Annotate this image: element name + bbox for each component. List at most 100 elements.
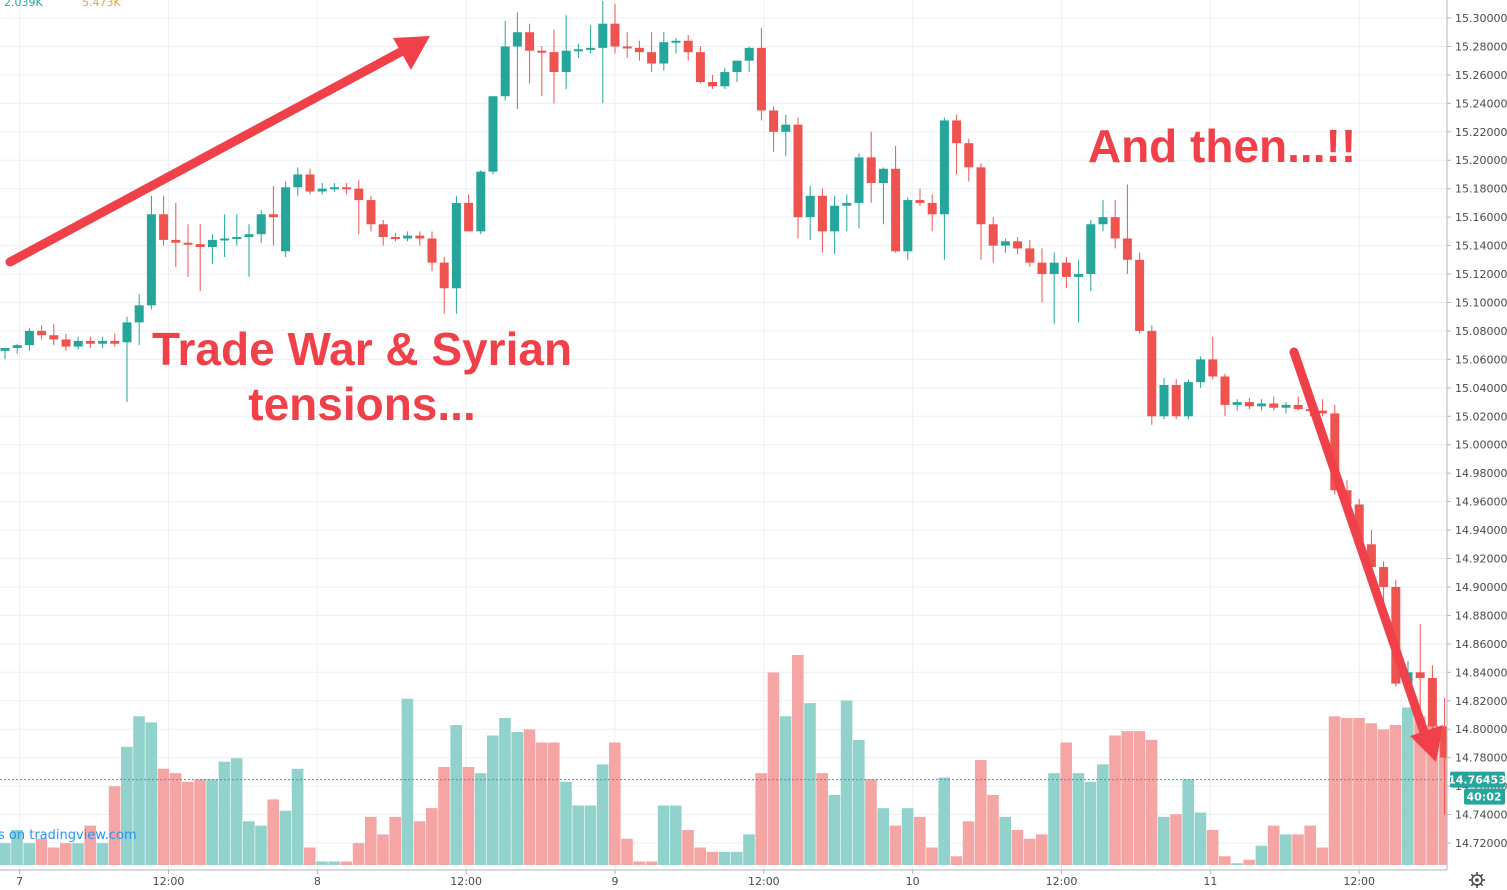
candle-body [1122, 238, 1132, 260]
time-tick-label: 10 [906, 875, 920, 888]
volume-bar [779, 716, 792, 865]
volume-bar [706, 851, 719, 865]
volume-bar [621, 838, 633, 865]
price-tick-label: 15.22000 [1455, 126, 1507, 139]
candle-body [1440, 726, 1450, 758]
volume-bar [596, 764, 609, 865]
price-tick-label: 15.18000 [1455, 183, 1507, 196]
volume-bar [365, 816, 377, 865]
volume-bar [243, 821, 255, 865]
volume-bar [1219, 856, 1231, 865]
candle-body [1379, 567, 1389, 587]
header-volume-up: 2.039K [4, 0, 43, 9]
candle-body [232, 237, 242, 240]
volume-bar [133, 716, 145, 865]
volume-bar [1316, 847, 1329, 865]
volume-bar [1109, 735, 1121, 865]
candle-body [1025, 248, 1035, 263]
time-tick-label: 12:00 [1343, 875, 1375, 888]
volume-bar [1365, 723, 1377, 865]
candle-body [427, 238, 437, 263]
candle-body [1147, 330, 1157, 417]
volume-bar [865, 779, 877, 865]
volume-bar [328, 861, 340, 865]
candle-body [1183, 382, 1193, 417]
gear-icon[interactable] [1469, 872, 1485, 888]
candle-body [1354, 504, 1364, 545]
price-tick-label: 15.30000 [1455, 12, 1507, 25]
volume-bar [169, 773, 182, 865]
countdown-badge: 40:02 [1464, 788, 1505, 805]
candle-body [500, 46, 510, 97]
price-tick-label: 15.24000 [1455, 97, 1507, 110]
candle-body [1037, 262, 1047, 275]
candle-body [110, 340, 120, 344]
volume-bar [999, 816, 1011, 865]
volume-bar [1023, 838, 1036, 865]
candle-body [1196, 359, 1206, 383]
tradingview-credit[interactable]: s on tradingview.com [0, 828, 137, 843]
volume-bar [401, 698, 414, 865]
volume-bar [60, 843, 72, 865]
volume-bar [304, 847, 316, 865]
volume-bar [206, 779, 218, 865]
volume-bar [1231, 863, 1243, 865]
volume-bar [0, 843, 11, 865]
price-tick-label: 14.78000 [1455, 752, 1507, 765]
volume-bar [291, 768, 304, 865]
volume-bar [1011, 830, 1024, 865]
candle-body [915, 200, 925, 203]
price-scale[interactable]: 15.30000 15.28000 15.26000 15.24000 15.22000… [1447, 12, 1507, 850]
candle-body [549, 52, 559, 73]
time-tick-label: 11 [1203, 875, 1217, 888]
candle-body [451, 202, 461, 289]
candle-body [281, 187, 291, 252]
volume-bar [413, 821, 426, 865]
volume-bar [584, 805, 597, 865]
candle-body [37, 330, 47, 336]
volume-bar [743, 834, 755, 865]
candle-body [671, 40, 681, 43]
candle-body [329, 187, 339, 190]
candle-body [244, 234, 254, 238]
candle-body [1135, 259, 1145, 331]
volume-bars [0, 655, 1487, 865]
candle-body [24, 330, 34, 346]
price-tick-label: 14.98000 [1455, 467, 1507, 480]
price-tick-label: 15.16000 [1455, 211, 1507, 224]
volume-bar [377, 834, 389, 865]
candle-body [73, 340, 83, 347]
candle-body [952, 120, 962, 144]
candle-body [134, 305, 144, 323]
candle-body [305, 174, 315, 192]
volume-bar [182, 781, 194, 865]
volume-bar [352, 843, 365, 865]
volume-bar [340, 861, 353, 865]
candle-body [891, 168, 901, 252]
candle-body [988, 224, 998, 246]
candle-body [525, 32, 535, 51]
volume-bar [901, 808, 914, 865]
volume-bar [230, 758, 243, 865]
candle-body [708, 82, 718, 87]
candle-body [293, 174, 303, 188]
volume-bar [462, 767, 475, 865]
candle-body [769, 110, 779, 132]
volume-bar [426, 808, 438, 865]
volume-bar [267, 799, 279, 865]
candle-body [0, 348, 10, 351]
candle-body [732, 60, 742, 73]
candle-body [634, 47, 644, 53]
candle-body [573, 49, 583, 52]
time-scale[interactable]: 7 12:00 8 12:00 9 12:00 10 12:00 11 12:00 [16, 870, 1375, 888]
candle-body [1257, 403, 1267, 407]
volume-bar [938, 777, 950, 865]
candle-body [878, 168, 888, 183]
volume-bar [1097, 764, 1109, 865]
volume-bar [487, 735, 499, 865]
volume-bar [1084, 781, 1097, 865]
candle-body [1391, 586, 1401, 684]
volume-bar [108, 786, 121, 865]
price-tick-label: 14.90000 [1455, 581, 1507, 594]
